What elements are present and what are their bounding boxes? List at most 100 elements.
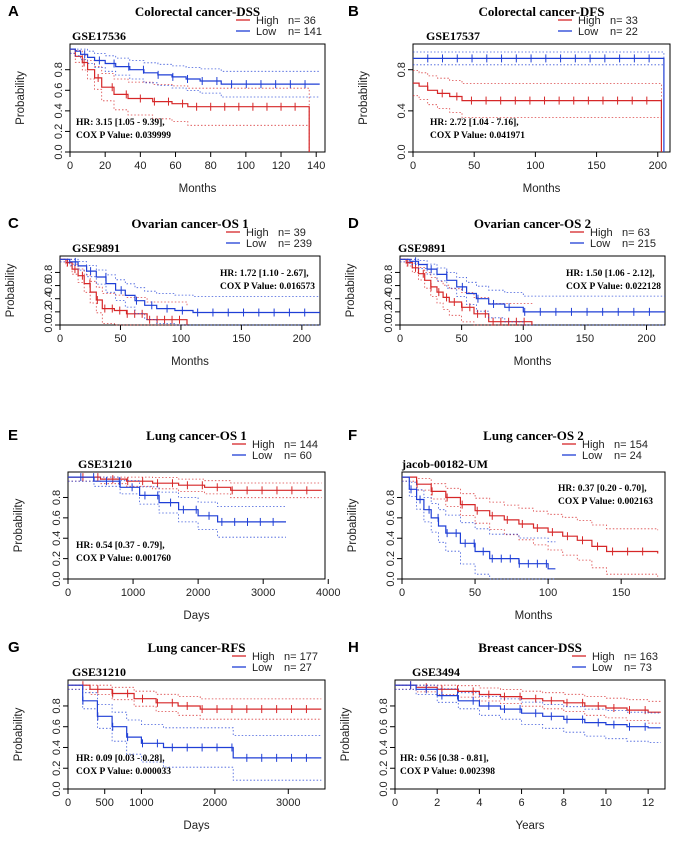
x-tick-label: 150 bbox=[612, 587, 630, 599]
legend-count-high: n= 163 bbox=[624, 651, 658, 663]
hazard-ratio-text: HR: 0.09 [0.03 - 0.28], bbox=[76, 754, 165, 764]
chart-title: Colorectal cancer-DSS bbox=[135, 4, 260, 19]
dataset-label: GSE31210 bbox=[78, 457, 132, 471]
survival-curve-low bbox=[400, 258, 665, 313]
x-axis-label: Days bbox=[183, 610, 209, 622]
plot-frame bbox=[69, 43, 326, 153]
x-tick-label: 2 bbox=[434, 797, 440, 809]
cox-p-value-text: COX P Value: 0.002163 bbox=[558, 497, 653, 507]
ci-lower-high bbox=[395, 688, 661, 724]
legend-count-high: n= 177 bbox=[284, 651, 318, 663]
plot-frame bbox=[412, 43, 671, 153]
survival-curve-low bbox=[402, 476, 556, 570]
ci-lower-low bbox=[402, 480, 556, 580]
x-tick-label: 200 bbox=[649, 160, 667, 172]
y-tick-label: 0.6 bbox=[43, 278, 55, 293]
x-tick-label: 150 bbox=[587, 160, 605, 172]
y-tick-label: 0.2 bbox=[51, 551, 63, 566]
dataset-label: GSE17536 bbox=[72, 29, 126, 43]
y-tick-label: 0.6 bbox=[385, 510, 397, 525]
x-axis-label: Months bbox=[514, 356, 552, 368]
y-tick-label: 0.0 bbox=[51, 571, 63, 586]
ci-lower-low bbox=[60, 261, 320, 326]
hazard-ratio-text: HR: 1.50 [1.06 - 2.12], bbox=[566, 269, 655, 279]
y-tick-label: 0.6 bbox=[51, 719, 63, 734]
legend-count-low: n= 215 bbox=[622, 238, 656, 250]
survival-curve-low bbox=[68, 476, 286, 523]
y-axis-label: Probability bbox=[15, 71, 27, 125]
x-tick-label: 12 bbox=[642, 797, 654, 809]
y-tick-label: 0.8 bbox=[383, 265, 395, 280]
legend-label-high: High bbox=[582, 439, 605, 451]
legend-label-low: Low bbox=[578, 26, 598, 38]
y-tick-label: 0.0 bbox=[383, 317, 395, 332]
y-tick-label: 0.4 bbox=[396, 103, 408, 118]
ci-lower-high bbox=[70, 52, 310, 152]
x-tick-label: 500 bbox=[96, 797, 114, 809]
legend-label-low: Low bbox=[246, 238, 266, 250]
x-tick-label: 6 bbox=[519, 797, 525, 809]
dataset-label: GSE17537 bbox=[426, 29, 480, 43]
ci-upper-high bbox=[70, 48, 310, 123]
x-tick-label: 100 bbox=[172, 333, 190, 345]
y-tick-label: 0.0 bbox=[385, 571, 397, 586]
y-tick-label: 0.0 bbox=[43, 317, 55, 332]
y-axis-label: Probability bbox=[347, 498, 359, 552]
x-tick-label: 120 bbox=[272, 160, 290, 172]
ci-upper-high bbox=[400, 258, 533, 306]
legend-label-high: High bbox=[256, 15, 279, 27]
y-tick-label: 0.0 bbox=[51, 781, 63, 796]
chart-panel-colorectal-dss: A Colorectal cancer-DSS 0 20 40 60 80 100 120 140… bbox=[8, 3, 326, 195]
cox-p-value-text: COX P Value: 0.000033 bbox=[76, 767, 171, 777]
cox-p-value-text: COX P Value: 0.041971 bbox=[430, 131, 525, 141]
y-axis-label: Probability bbox=[5, 263, 17, 317]
x-tick-label: 80 bbox=[205, 160, 217, 172]
survival-curve-low bbox=[70, 48, 320, 85]
ci-upper-low bbox=[400, 258, 665, 297]
survival-curve-high bbox=[60, 258, 188, 325]
panel-letter: D bbox=[348, 215, 359, 232]
hazard-ratio-text: HR: 1.72 [1.10 - 2.67], bbox=[220, 269, 309, 279]
chart-panel-breast-dss: H Breast cancer-DSS 0 2 4 6 8 10 12 0.0 0.2 0.4 0.6 0… bbox=[340, 639, 666, 832]
survival-curve-low bbox=[60, 258, 320, 314]
survival-curve-high bbox=[400, 258, 533, 325]
ci-lower-low bbox=[68, 480, 286, 538]
chart-title: Ovarian cancer-OS 1 bbox=[131, 216, 248, 231]
legend-count-high: n= 154 bbox=[614, 439, 648, 451]
chart-title: Lung cancer-RFS bbox=[147, 640, 245, 655]
ci-lower-high bbox=[60, 261, 187, 326]
y-tick-label: 0.4 bbox=[383, 291, 395, 306]
hazard-ratio-text: HR: 0.37 [0.20 - 0.70], bbox=[558, 484, 647, 494]
panel-letter: H bbox=[348, 639, 359, 656]
ci-lower-low bbox=[400, 261, 665, 326]
dataset-label: GSE9891 bbox=[72, 241, 120, 255]
x-axis-label: Months bbox=[179, 183, 217, 195]
legend-count-low: n= 60 bbox=[284, 450, 312, 462]
legend-count-low: n= 73 bbox=[624, 662, 652, 674]
survival-curve-high bbox=[68, 476, 322, 491]
legend-label-low: Low bbox=[590, 238, 610, 250]
cox-p-value-text: COX P Value: 0.022128 bbox=[566, 282, 661, 292]
y-axis-label: Probability bbox=[13, 498, 25, 552]
y-tick-label: 0.8 bbox=[378, 698, 390, 713]
chart-panel-colorectal-dfs: B Colorectal cancer-DFS 0 50 100 150 200 0.0 0.4… bbox=[348, 3, 671, 195]
legend-label-high: High bbox=[590, 227, 613, 239]
dataset-label: GSE3494 bbox=[412, 665, 460, 679]
chart-panel-lung-os1: E Lung cancer-OS 1 0 1000 2000 3000 4000 0.0 0.2… bbox=[8, 427, 340, 622]
chart-panel-ovarian-os1: C Ovarian cancer-OS 10 50 100 150 2000.00.20.… bbox=[5, 215, 321, 368]
ci-lower-high bbox=[68, 480, 322, 499]
y-tick-label: 0.0 bbox=[53, 144, 65, 159]
legend-label-low: Low bbox=[592, 662, 612, 674]
cox-p-value-text: COX P Value: 0.002398 bbox=[400, 767, 495, 777]
ci-lower-high bbox=[400, 261, 532, 326]
panel-letter: B bbox=[348, 3, 359, 20]
x-axis-label: Years bbox=[516, 820, 545, 832]
x-tick-label: 20 bbox=[99, 160, 111, 172]
x-tick-label: 50 bbox=[468, 160, 480, 172]
legend-label-high: High bbox=[592, 651, 615, 663]
legend-count-high: n= 33 bbox=[610, 15, 638, 27]
legend-label-high: High bbox=[578, 15, 601, 27]
survival-curve-high bbox=[70, 48, 310, 152]
hazard-ratio-text: HR: 0.54 [0.37 - 0.79], bbox=[76, 541, 165, 551]
y-tick-label: 0.4 bbox=[43, 291, 55, 306]
